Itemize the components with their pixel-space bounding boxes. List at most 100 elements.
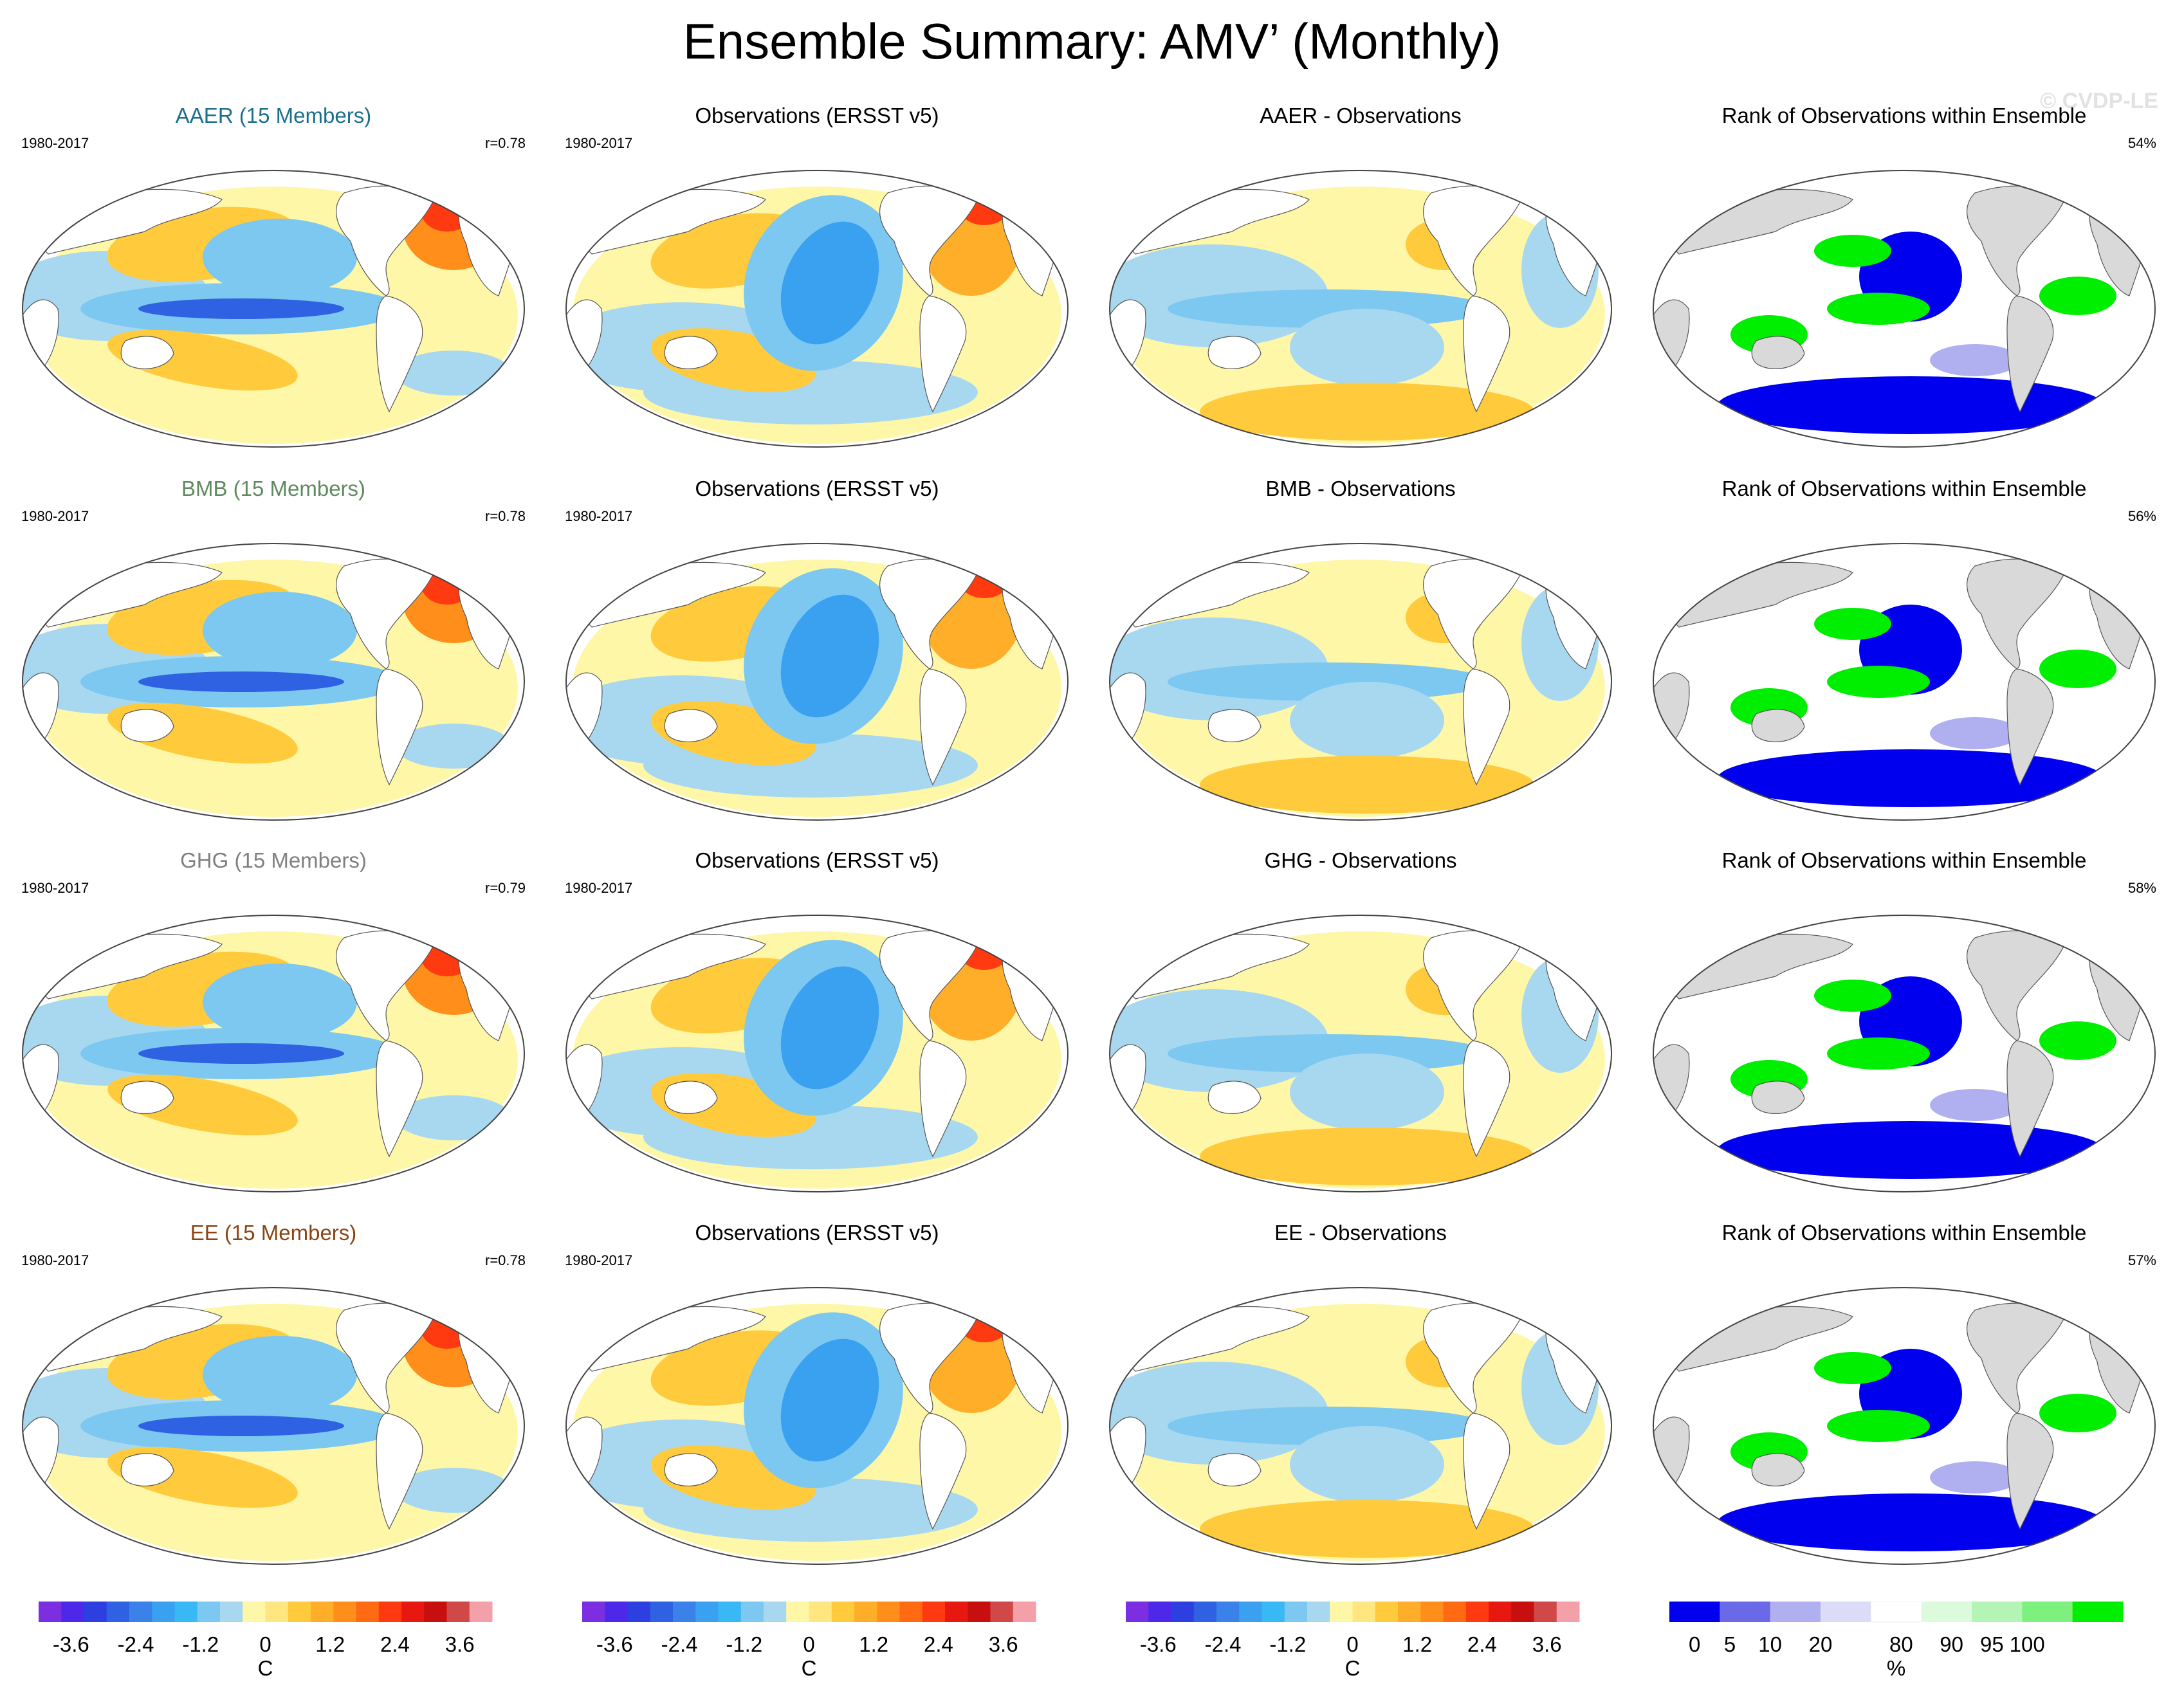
south-america-land (2006, 1040, 2054, 1158)
colorbar-swatch (899, 1602, 923, 1622)
panel-observations-row3: Observations (ERSST v5) 1980-2017 (553, 848, 1081, 1208)
rank-colorbar: 0 5 10 20 80 90 95 100% (1644, 1602, 2139, 1698)
colorbar-tick-label: 0 (803, 1632, 814, 1656)
greenland-land (1507, 1292, 1567, 1321)
colorbar-tick-label: -3.6 (1140, 1632, 1177, 1656)
south-america-land (1463, 295, 1510, 413)
map-rank-row3 (1652, 915, 2156, 1192)
map-ensemble-row3 (21, 915, 526, 1192)
colorbar-swatch (311, 1602, 334, 1622)
colorbar-swatch (945, 1602, 968, 1622)
colorbar-swatch (401, 1602, 425, 1622)
panel-title-rank: Rank of Observations within Ensemble (1721, 1221, 2087, 1245)
panel-ensemble-row2: BMB (15 Members) 1980-2017 r=0.78 (10, 476, 537, 836)
south-america-land (2006, 1412, 2054, 1530)
sst-field-difference (1110, 920, 1606, 1192)
colorbar-tick-label: 0 (259, 1632, 271, 1656)
panel-observations-row1: Observations (ERSST v5) 1980-2017 (553, 103, 1081, 463)
colorbar-swatch (469, 1602, 493, 1622)
colorbar-swatch (2072, 1602, 2124, 1622)
sst-strong-cool-equator (138, 1416, 344, 1436)
sst-strong-cool-eastern-pacific (780, 594, 879, 718)
south-america-land (919, 668, 967, 786)
rank-mid-south-pacific (1930, 717, 2020, 749)
sst-strong-cool-equator (138, 298, 344, 319)
colorbar-swatch (877, 1602, 900, 1622)
australia-land (1207, 709, 1262, 742)
colorbar-svg: -3.6 -2.4 -1.2 0 1.2 2.4 3.6 C (1126, 1602, 1580, 1680)
map-ensemble-row4 (21, 1287, 526, 1565)
panel-title-difference: BMB - Observations (1265, 477, 1456, 500)
colorbar-swatch (922, 1602, 946, 1622)
colorbar-tick-label: 0 (1689, 1632, 1700, 1656)
colorbar-swatch (1720, 1602, 1771, 1622)
colorbar-tick-label: 90 (1940, 1632, 1963, 1656)
colorbar-swatch (1489, 1602, 1512, 1622)
greenland-land (1507, 548, 1567, 577)
sst-cool-northeast-pacific (203, 963, 357, 1041)
colorbar-swatch (650, 1602, 674, 1622)
panel-observations-row4: Observations (ERSST v5) 1980-2017 (553, 1220, 1081, 1580)
figure-title: Ensemble Summary: AMV’ (Monthly) (683, 13, 1501, 69)
sst-field-rank (1653, 920, 2149, 1192)
map-rank-row4 (1652, 1287, 2156, 1565)
south-america-land (376, 1040, 423, 1158)
colorbar-swatch (1821, 1602, 1871, 1622)
panel-title-observations: Observations (ERSST v5) (695, 1221, 939, 1245)
rank-mid-south-pacific (1930, 1089, 2020, 1121)
greenland-land (963, 920, 1023, 949)
period-label: 1980-2017 (21, 880, 89, 896)
colorbar-tick-label: -2.4 (118, 1632, 154, 1656)
panel-title-rank: Rank of Observations within Ensemble (1721, 477, 2087, 500)
colorbar-swatch (1420, 1602, 1444, 1622)
period-label: 1980-2017 (21, 135, 89, 151)
sst-diff-cool-south (1290, 1426, 1444, 1503)
panel-title-rank: Rank of Observations within Ensemble (1721, 104, 2087, 127)
panel-title-ensemble: AAER (15 Members) (175, 104, 372, 127)
south-america-land (1463, 1040, 1510, 1158)
colorbar-swatch (1148, 1602, 1171, 1622)
greenland-land (963, 548, 1023, 577)
south-america-land (919, 1040, 967, 1158)
map-difference-row3 (1108, 915, 1613, 1192)
colorbar-tick-label: -2.4 (1205, 1632, 1242, 1656)
watermark: © CVDP-LE (2040, 89, 2158, 113)
temperature-colorbar-2: -3.6 -2.4 -1.2 0 1.2 2.4 3.6 C (553, 1602, 1049, 1698)
colorbar-unit: C (1345, 1656, 1361, 1680)
sst-field-observations (566, 920, 1062, 1192)
colorbar-swatch (243, 1602, 266, 1622)
panel-difference-row4: EE - Observations (1097, 1220, 1624, 1580)
map-outline (21, 543, 526, 821)
sst-field-rank (1653, 548, 2149, 820)
map-difference-row4 (1108, 1287, 1613, 1565)
greenland-land (419, 175, 480, 204)
greenland-land (963, 175, 1023, 204)
colorbar-swatch (582, 1602, 605, 1622)
map-outline (1652, 1287, 2156, 1565)
colorbar-tick-label: 1.2 (1402, 1632, 1432, 1656)
panel-rank-row3: Rank of Observations within Ensemble 58% (1640, 848, 2168, 1208)
colorbar-swatch (1284, 1602, 1308, 1622)
panel-title-rank: Rank of Observations within Ensemble (1721, 848, 2087, 872)
australia-land (1207, 1453, 1262, 1486)
map-observations-row3 (565, 915, 1069, 1192)
map-outline (1108, 915, 1613, 1192)
australia-land (1751, 709, 1805, 742)
colorbar-swatch (1443, 1602, 1467, 1622)
colorbar-swatch (356, 1602, 380, 1622)
rank-percent: 57% (2127, 1252, 2156, 1268)
sst-strong-cool-equator (138, 1043, 344, 1064)
rank-low-southern-ocean (1718, 376, 2104, 434)
colorbar-swatch (2022, 1602, 2073, 1622)
colorbar-swatch (220, 1602, 243, 1622)
colorbar-tick-label: 5 (1724, 1632, 1736, 1656)
colorbar-tick-label: 3.6 (445, 1632, 475, 1656)
colorbar-swatch (831, 1602, 855, 1622)
rank-mid-south-pacific (1930, 1461, 2020, 1493)
temperature-colorbar-1: -3.6 -2.4 -1.2 0 1.2 2.4 3.6 C (10, 1602, 505, 1698)
panel-title-difference: EE - Observations (1274, 1221, 1447, 1245)
south-america-land (919, 1412, 967, 1530)
colorbar-tick-label: -2.4 (661, 1632, 698, 1656)
sst-diff-cool-south (1290, 1054, 1444, 1131)
colorbar-tick-label: 1.2 (859, 1632, 888, 1656)
